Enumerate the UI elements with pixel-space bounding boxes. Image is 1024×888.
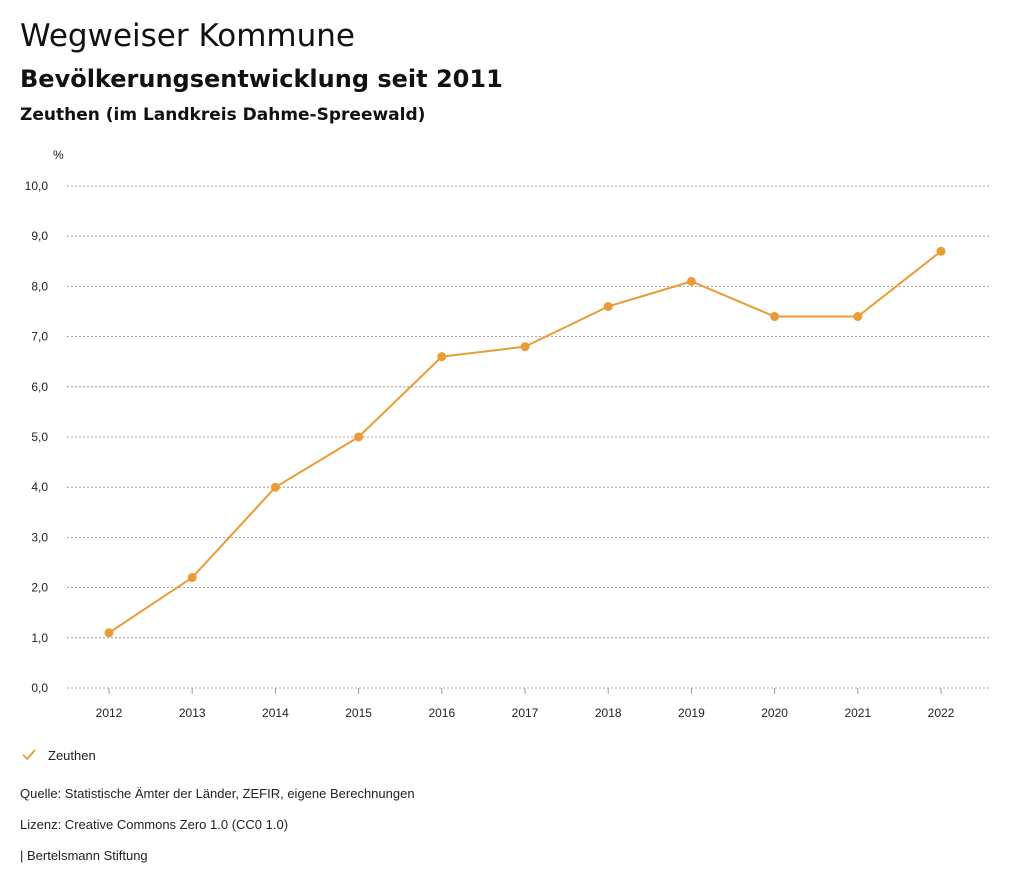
publisher-text: | Bertelsmann Stiftung xyxy=(20,848,148,863)
data-point-2013[interactable] xyxy=(187,573,197,583)
series-line-zeuthen xyxy=(108,250,942,634)
checkmark-icon xyxy=(22,749,36,760)
y-tick-label: 10,0 xyxy=(25,179,49,193)
x-tick-label: 2012 xyxy=(96,706,123,720)
data-point-2018[interactable] xyxy=(603,301,613,311)
region-label: Zeuthen (im Landkreis Dahme-Spreewald) xyxy=(20,105,426,125)
x-tick-label: 2019 xyxy=(678,706,705,720)
data-point-2016[interactable] xyxy=(437,352,447,362)
data-point-2021[interactable] xyxy=(853,312,863,322)
x-tick-label: 2014 xyxy=(262,706,289,720)
x-tick-label: 2020 xyxy=(761,706,788,720)
source-text: Quelle: Statistische Ämter der Länder, Z… xyxy=(20,786,415,801)
data-point-2014[interactable] xyxy=(270,482,280,492)
x-tick-label: 2022 xyxy=(928,706,955,720)
y-tick-label: 8,0 xyxy=(31,279,48,293)
y-tick-label: 6,0 xyxy=(31,380,48,394)
y-tick-label: 3,0 xyxy=(31,530,48,544)
legend-item-zeuthen[interactable]: Zeuthen xyxy=(22,744,96,766)
x-tick-label: 2016 xyxy=(428,706,455,720)
y-tick-label: 1,0 xyxy=(31,631,48,645)
x-axis: 2012 2013 2014 2015 2016 2017 2018 2019 2020 2021… xyxy=(96,688,955,720)
y-axis-unit-label: % xyxy=(53,148,64,162)
legend-label: Zeuthen xyxy=(48,747,96,763)
x-tick-label: 2017 xyxy=(512,706,539,720)
data-point-2015[interactable] xyxy=(354,432,364,442)
x-tick-label: 2018 xyxy=(595,706,622,720)
line-chart: % 0,0 1,0 2,0 3,0 4,0 5,0 6,0 7,0 8,0 9,0 10,0 201… xyxy=(25,148,990,720)
x-tick-label: 2013 xyxy=(179,706,206,720)
x-tick-label: 2015 xyxy=(345,706,372,720)
data-point-2012[interactable] xyxy=(104,628,114,638)
grid-lines xyxy=(67,185,990,689)
data-point-2017[interactable] xyxy=(520,342,530,352)
y-tick-label: 5,0 xyxy=(31,430,48,444)
y-tick-label: 0,0 xyxy=(31,681,48,695)
y-axis: % 0,0 1,0 2,0 3,0 4,0 5,0 6,0 7,0 8,0 9,0 10,0 xyxy=(25,148,64,695)
data-point-2022[interactable] xyxy=(936,246,946,256)
chart-subtitle: Bevölkerungsentwicklung seit 2011 xyxy=(20,65,503,93)
data-point-2019[interactable] xyxy=(686,276,696,286)
y-tick-label: 4,0 xyxy=(31,480,48,494)
series-zeuthen[interactable] xyxy=(104,246,946,638)
data-point-2020[interactable] xyxy=(770,312,780,322)
y-tick-label: 2,0 xyxy=(31,581,48,595)
page-title: Wegweiser Kommune xyxy=(20,18,355,54)
y-tick-label: 7,0 xyxy=(31,330,48,344)
x-tick-label: 2021 xyxy=(844,706,871,720)
license-text: Lizenz: Creative Commons Zero 1.0 (CC0 1… xyxy=(20,817,289,832)
y-tick-label: 9,0 xyxy=(31,229,48,243)
